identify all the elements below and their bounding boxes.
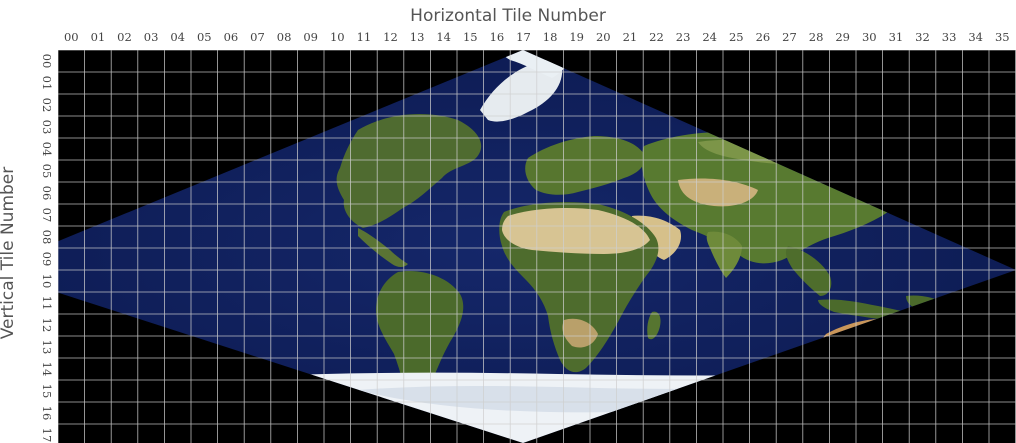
- horizontal-tile-label: 14: [436, 30, 452, 44]
- new-guinea-landmass: [906, 295, 948, 312]
- vertical-tile-label: 02: [40, 97, 54, 113]
- horizontal-tile-label: 17: [516, 30, 531, 44]
- horizontal-tile-label: 05: [196, 30, 212, 44]
- vertical-tile-label: 05: [40, 163, 54, 179]
- sahara-desert: [502, 208, 650, 254]
- central-america-landmass: [358, 228, 408, 267]
- europe-landmass: [525, 136, 645, 195]
- horizontal-tile-label: 16: [489, 30, 505, 44]
- horizontal-tile-label: 22: [649, 30, 664, 44]
- horizontal-tile-label: 24: [702, 30, 718, 44]
- horizontal-tile-label: 10: [329, 30, 345, 44]
- vertical-tile-label: 07: [40, 207, 54, 223]
- horizontal-tile-label: 35: [994, 30, 1010, 44]
- north-america-landmass: [336, 114, 482, 228]
- australia-green-rim: [894, 322, 918, 342]
- horizontal-tile-label: 13: [409, 30, 425, 44]
- horizontal-tile-label: 07: [250, 30, 265, 44]
- south-america-landmass: [376, 270, 464, 405]
- horizontal-tile-label: 01: [90, 30, 106, 44]
- horizontal-tile-label: 21: [622, 30, 638, 44]
- horizontal-tile-label: 15: [462, 30, 478, 44]
- horizontal-tile-label: 23: [675, 30, 691, 44]
- vertical-tile-label: 17: [40, 427, 54, 443]
- horizontal-tile-label: 03: [143, 30, 159, 44]
- vertical-tile-label: 01: [40, 75, 54, 91]
- vertical-tile-label: 09: [40, 251, 54, 267]
- madagascar-landmass: [647, 311, 661, 340]
- vertical-tile-label: 11: [40, 295, 54, 311]
- horizontal-tile-label: 25: [728, 30, 744, 44]
- horizontal-tile-label: 29: [835, 30, 851, 44]
- horizontal-tile-label: 31: [888, 30, 904, 44]
- horizontal-tile-label: 28: [808, 30, 824, 44]
- horizontal-tile-label: 27: [782, 30, 797, 44]
- horizontal-tile-label: 18: [542, 30, 558, 44]
- horizontal-tile-label: 08: [276, 30, 292, 44]
- modis-tile-map[interactable]: [58, 50, 1016, 443]
- vertical-tile-label: 14: [40, 361, 54, 377]
- southeast-asia-landmass: [785, 246, 832, 296]
- vertical-tile-label: 16: [40, 405, 54, 421]
- horizontal-tile-label: 20: [595, 30, 611, 44]
- vertical-tile-label: 06: [40, 185, 54, 201]
- horizontal-tile-label: 04: [170, 30, 186, 44]
- vertical-tile-label: 03: [40, 119, 54, 135]
- horizontal-axis-title: Horizontal Tile Number: [410, 6, 606, 26]
- tile-grid: [58, 50, 1016, 443]
- vertical-tile-label: 13: [40, 339, 54, 355]
- vertical-tile-label: 04: [40, 141, 54, 157]
- map-svg: [58, 50, 1016, 443]
- vertical-tile-label: 12: [40, 317, 54, 333]
- horizontal-tile-label: 34: [968, 30, 984, 44]
- asia-desert: [678, 178, 758, 207]
- horizontal-tile-label: 06: [223, 30, 239, 44]
- horizontal-tile-label: 33: [941, 30, 957, 44]
- horizontal-tile-label: 09: [303, 30, 319, 44]
- horizontal-tile-label: 26: [755, 30, 771, 44]
- vertical-tile-label: 00: [40, 53, 54, 69]
- horizontal-tile-label: 32: [915, 30, 930, 44]
- greenland-landmass: [480, 58, 563, 122]
- vertical-tile-label: 10: [40, 273, 54, 289]
- kalahari-desert: [562, 318, 598, 348]
- horizontal-tile-label: 02: [117, 30, 132, 44]
- vertical-tile-label: 08: [40, 229, 54, 245]
- horizontal-tile-label: 11: [356, 30, 372, 44]
- horizontal-tile-label: 12: [383, 30, 398, 44]
- horizontal-tile-label: 19: [569, 30, 585, 44]
- horizontal-tile-label: 00: [63, 30, 79, 44]
- vertical-tile-label: 15: [40, 383, 54, 399]
- vertical-axis-title: Vertical Tile Number: [0, 166, 18, 340]
- india-landmass: [706, 231, 742, 278]
- horizontal-tile-label: 30: [861, 30, 877, 44]
